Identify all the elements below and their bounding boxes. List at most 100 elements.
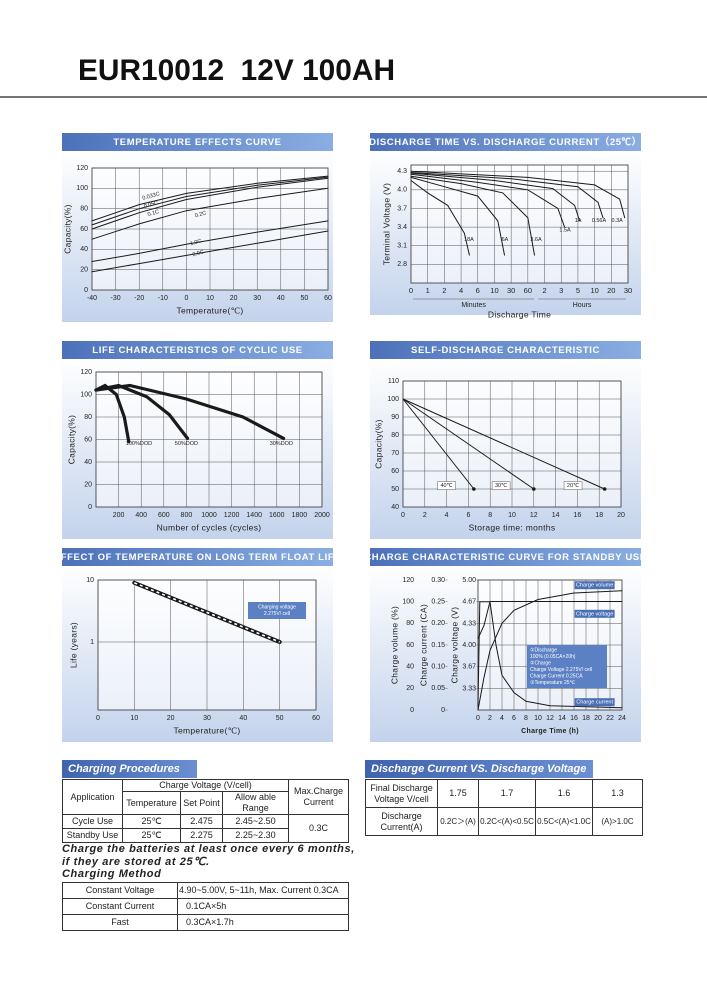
curve <box>91 187 329 240</box>
y-tick-label: 100 <box>80 391 92 398</box>
x-tick-label: 600 <box>158 512 170 519</box>
curve-label: 18A <box>464 237 474 243</box>
x-tick-label: 18 <box>595 512 603 519</box>
annotation-text: ①Discharge <box>530 647 557 653</box>
annotation-text: 2.275V/ cell <box>264 611 290 617</box>
curve-label: 30%DOD <box>270 441 293 447</box>
y-tick-label: 0.25 <box>431 599 445 606</box>
y-tick-label: 80 <box>84 414 92 421</box>
page-title: EUR10012 12V 100AH <box>78 54 395 87</box>
label-box <box>563 481 583 490</box>
curve <box>410 172 581 222</box>
curve-label: 0.1C <box>147 209 160 218</box>
x-tick-label: 10 <box>508 512 516 519</box>
panel-header <box>370 548 641 566</box>
x-tick-label: 60 <box>312 715 320 722</box>
x-tick-label: 20 <box>230 295 238 302</box>
cell: Constant Voltage <box>62 882 178 899</box>
curve-label: 3.6A <box>530 237 542 243</box>
panel-header <box>370 133 641 151</box>
x-tick-label: 6 <box>512 715 516 722</box>
x-tick-label: 10 <box>534 715 542 722</box>
y-tick-label: 4.33 <box>462 620 476 627</box>
y-tick-label: 100 <box>402 599 414 606</box>
x-tick-label: 0 <box>401 512 405 519</box>
row: Final Discharge Voltage V/cell 1.75 1.7 … <box>365 779 643 808</box>
cell: Charge Voltage (V/cell) <box>121 779 290 792</box>
x-tick-label: 30 <box>253 295 261 302</box>
annotation-text: 100% (0.05CA×20h) <box>530 654 576 660</box>
cell: Set Point <box>180 791 223 815</box>
cell: 1.6 <box>535 779 593 808</box>
curve <box>410 173 566 228</box>
x-axis-label: Temperature(℃) <box>173 725 240 735</box>
curve <box>477 590 623 711</box>
cell: (A)>1.0C <box>592 807 643 836</box>
x-tick-label: 0 <box>409 286 413 295</box>
x-tick-label: 40 <box>277 295 285 302</box>
y-tick-label: 1 <box>90 639 94 646</box>
panel-header <box>370 341 641 359</box>
y-tick-label: 50 <box>391 486 399 493</box>
x-tick-label: 12 <box>530 512 538 519</box>
curve-label: 0.033C <box>142 191 161 202</box>
x-tick-label: 4 <box>445 512 449 519</box>
row: Temperature Set Point Allow able Range <box>63 791 349 815</box>
end-dot <box>472 487 476 491</box>
x-tick-label: 20 <box>617 512 625 519</box>
y-axis-label: Capacity(%) <box>373 419 383 469</box>
cell: 0.5C<(A)<1.0C <box>535 807 593 836</box>
x-tick-label: 2 <box>542 286 546 295</box>
y-tick-label: 0.20 <box>431 620 445 627</box>
y-tick-label: 5.00 <box>462 577 476 584</box>
curve <box>91 230 329 273</box>
x-tick-label: 30 <box>624 286 632 295</box>
curve-label: 0.05C <box>143 200 159 210</box>
y-axis-label: Capacity(%) <box>66 415 76 465</box>
x-tick-label: 800 <box>181 512 193 519</box>
y-axis-label: Capacity(%) <box>62 204 72 254</box>
y-tick-label: 80 <box>391 432 399 439</box>
x-group-label: Minutes <box>461 302 486 309</box>
x-tick-label: 50 <box>301 295 309 302</box>
row: Constant Current 0.1CA×5h <box>62 898 349 915</box>
annotation-text: Charging voltage <box>258 604 296 610</box>
cell: 1.7 <box>478 779 536 808</box>
panel-header <box>62 548 333 566</box>
y-tick-label: 10 <box>86 577 94 584</box>
curve <box>402 398 535 490</box>
curve-label: 1.0C <box>190 238 203 247</box>
y-tick-label: 90 <box>391 414 399 421</box>
y-tick-label: 40 <box>80 246 88 253</box>
y-tick-label: 4.00 <box>462 642 476 649</box>
y-tick-label: 20 <box>406 685 414 692</box>
x-tick-label: 60 <box>524 286 532 295</box>
y-tick-label: 20 <box>84 481 92 488</box>
curve <box>91 220 329 262</box>
x-tick-label: 4 <box>459 286 463 295</box>
y-axis-label: Life (years) <box>68 622 78 668</box>
x-tick-label: -20 <box>134 295 144 302</box>
curve <box>91 175 329 222</box>
x-axis-label: Storage time: months <box>469 522 556 532</box>
x-tick-label: 3 <box>559 286 563 295</box>
x-tick-label: 5 <box>576 286 580 295</box>
curve <box>410 170 626 219</box>
x-tick-label: 14 <box>558 715 566 722</box>
x-tick-label: 30 <box>203 715 211 722</box>
curve-label: 20℃ <box>567 483 580 489</box>
y-tick-label: 4.67 <box>462 598 476 605</box>
curve-label: Charge current <box>576 700 613 706</box>
section-title: Discharge Current VS. Discharge Voltage <box>365 760 593 778</box>
cell: 25℃ <box>122 814 181 829</box>
y-tick-label: 20 <box>80 267 88 274</box>
y-tick-label: 3.33 <box>462 685 476 692</box>
curve-label: 40℃ <box>440 483 453 489</box>
x-tick-label: 20 <box>607 286 615 295</box>
curve <box>402 398 606 490</box>
x-tick-label: 0 <box>476 715 480 722</box>
x-group-label: Hours <box>573 302 592 309</box>
panel-header <box>62 133 333 151</box>
panel-title: SELF-DISCHARGE CHARACTERISTIC <box>411 345 600 356</box>
